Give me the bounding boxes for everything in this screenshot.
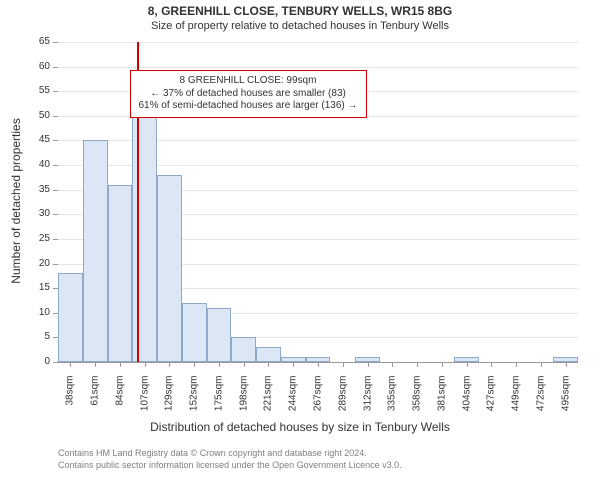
x-tick-label: 427sqm — [486, 376, 497, 436]
x-tick-mark — [318, 362, 319, 367]
x-tick-label: 404sqm — [461, 376, 472, 436]
y-tick-mark — [53, 91, 58, 92]
y-tick-mark — [53, 67, 58, 68]
y-tick-label: 10 — [0, 307, 50, 318]
y-tick-label: 15 — [0, 282, 50, 293]
annotation-line: 8 GREENHILL CLOSE: 99sqm — [139, 75, 358, 88]
grid-line — [58, 67, 578, 68]
x-tick-mark — [194, 362, 195, 367]
histogram-bar — [231, 337, 256, 362]
x-tick-label: 449sqm — [511, 376, 522, 436]
x-tick-label: 267sqm — [313, 376, 324, 436]
annotation-line: 61% of semi-detached houses are larger (… — [139, 100, 358, 113]
x-tick-mark — [268, 362, 269, 367]
x-tick-label: 221sqm — [263, 376, 274, 436]
x-tick-label: 381sqm — [436, 376, 447, 436]
y-tick-label: 60 — [0, 61, 50, 72]
x-tick-mark — [169, 362, 170, 367]
y-tick-label: 20 — [0, 258, 50, 269]
y-tick-label: 5 — [0, 331, 50, 342]
x-tick-label: 175sqm — [213, 376, 224, 436]
x-tick-mark — [541, 362, 542, 367]
y-tick-label: 40 — [0, 159, 50, 170]
x-tick-mark — [467, 362, 468, 367]
y-tick-label: 50 — [0, 110, 50, 121]
x-tick-label: 129sqm — [164, 376, 175, 436]
x-tick-mark — [219, 362, 220, 367]
histogram-bar — [132, 106, 157, 362]
x-tick-mark — [392, 362, 393, 367]
y-tick-label: 45 — [0, 134, 50, 145]
histogram-bar — [58, 273, 83, 362]
x-tick-mark — [566, 362, 567, 367]
x-tick-label: 107sqm — [139, 376, 150, 436]
y-tick-label: 55 — [0, 85, 50, 96]
y-tick-mark — [53, 42, 58, 43]
credits-line2: Contains public sector information licen… — [58, 460, 402, 472]
histogram-bar — [83, 140, 108, 362]
histogram-bar — [157, 175, 182, 362]
x-tick-mark — [343, 362, 344, 367]
x-tick-label: 335sqm — [387, 376, 398, 436]
y-tick-mark — [53, 239, 58, 240]
histogram-bar — [256, 347, 281, 362]
chart-title-sub: Size of property relative to detached ho… — [0, 20, 600, 32]
x-tick-label: 152sqm — [189, 376, 200, 436]
y-tick-label: 35 — [0, 184, 50, 195]
x-tick-mark — [244, 362, 245, 367]
credits: Contains HM Land Registry data © Crown c… — [58, 448, 402, 471]
x-tick-mark — [95, 362, 96, 367]
x-tick-label: 312sqm — [362, 376, 373, 436]
chart-title-main: 8, GREENHILL CLOSE, TENBURY WELLS, WR15 … — [0, 4, 600, 18]
x-tick-label: 84sqm — [114, 376, 125, 436]
y-tick-label: 25 — [0, 233, 50, 244]
x-tick-mark — [417, 362, 418, 367]
x-tick-mark — [293, 362, 294, 367]
x-tick-label: 38sqm — [65, 376, 76, 436]
x-tick-mark — [120, 362, 121, 367]
y-tick-label: 0 — [0, 356, 50, 367]
y-tick-mark — [53, 214, 58, 215]
y-tick-mark — [53, 140, 58, 141]
y-tick-label: 30 — [0, 208, 50, 219]
x-tick-label: 198sqm — [238, 376, 249, 436]
y-tick-mark — [53, 264, 58, 265]
x-tick-mark — [442, 362, 443, 367]
x-tick-mark — [368, 362, 369, 367]
x-tick-mark — [516, 362, 517, 367]
x-tick-mark — [145, 362, 146, 367]
x-tick-label: 61sqm — [90, 376, 101, 436]
x-tick-label: 472sqm — [535, 376, 546, 436]
annotation-box: 8 GREENHILL CLOSE: 99sqm← 37% of detache… — [130, 70, 367, 118]
x-tick-label: 244sqm — [288, 376, 299, 436]
credits-line1: Contains HM Land Registry data © Crown c… — [58, 448, 402, 460]
histogram-bar — [108, 185, 133, 362]
y-tick-mark — [53, 165, 58, 166]
y-tick-mark — [53, 116, 58, 117]
grid-line — [58, 42, 578, 43]
x-tick-label: 289sqm — [337, 376, 348, 436]
y-tick-label: 65 — [0, 36, 50, 47]
annotation-line: ← 37% of detached houses are smaller (83… — [139, 88, 358, 101]
y-tick-mark — [53, 190, 58, 191]
x-tick-label: 358sqm — [412, 376, 423, 436]
plot-area: 8 GREENHILL CLOSE: 99sqm← 37% of detache… — [58, 42, 578, 362]
x-tick-mark — [491, 362, 492, 367]
x-tick-label: 495sqm — [560, 376, 571, 436]
histogram-bar — [207, 308, 232, 362]
x-tick-mark — [70, 362, 71, 367]
histogram-bar — [182, 303, 207, 362]
